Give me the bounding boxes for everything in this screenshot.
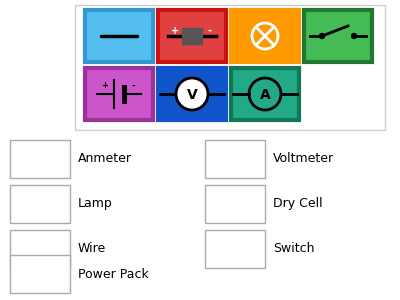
Circle shape xyxy=(352,34,356,38)
Bar xyxy=(304,10,372,62)
Bar xyxy=(10,185,70,223)
Text: Anmeter: Anmeter xyxy=(78,152,132,166)
Bar xyxy=(205,140,265,178)
Text: +: + xyxy=(102,82,108,91)
Circle shape xyxy=(176,78,208,110)
Bar xyxy=(231,10,299,62)
Text: A: A xyxy=(260,88,270,102)
Bar xyxy=(205,230,265,268)
Bar xyxy=(158,10,226,62)
Text: Lamp: Lamp xyxy=(78,197,113,211)
Bar xyxy=(182,28,202,44)
Circle shape xyxy=(320,34,324,38)
Bar xyxy=(10,255,70,293)
Bar xyxy=(231,68,299,120)
Bar xyxy=(10,140,70,178)
Text: -: - xyxy=(131,82,135,91)
Text: Switch: Switch xyxy=(273,242,314,256)
Bar xyxy=(158,68,226,120)
Text: -: - xyxy=(207,26,211,36)
Text: Wire: Wire xyxy=(78,242,106,256)
Bar xyxy=(85,68,153,120)
Text: +: + xyxy=(171,26,179,36)
Bar xyxy=(75,5,385,130)
Text: Power Pack: Power Pack xyxy=(78,268,149,281)
Text: Voltmeter: Voltmeter xyxy=(273,152,334,166)
Text: Dry Cell: Dry Cell xyxy=(273,197,323,211)
Bar xyxy=(85,10,153,62)
Bar xyxy=(10,230,70,268)
Bar xyxy=(205,185,265,223)
Text: V: V xyxy=(187,88,197,102)
